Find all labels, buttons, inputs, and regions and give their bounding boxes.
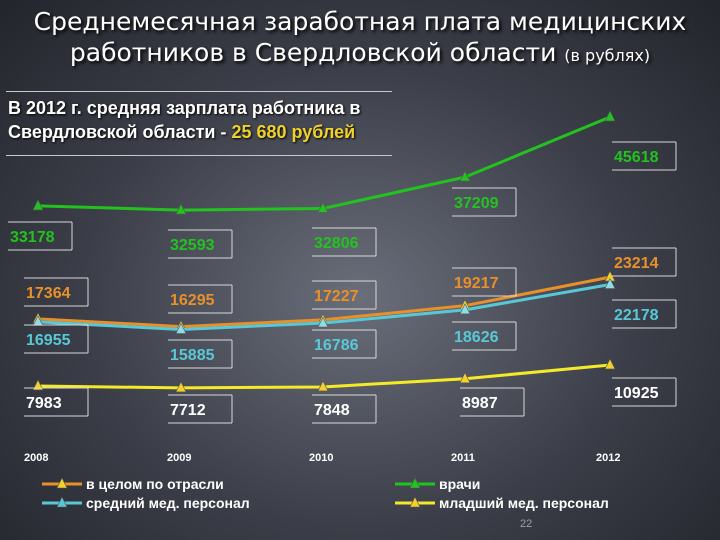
legend-marker [409,496,421,508]
data-label-frame [612,377,677,407]
data-point-marker [604,277,616,289]
data-label-frame [460,387,525,417]
data-label-frame [612,299,677,329]
data-point-marker [175,322,187,334]
title-line-2: работников в Свердловской области (в руб… [0,37,720,71]
note-top-rule [6,91,392,92]
series-4: 7983 7712 7848 8987 10925 [24,358,677,424]
data-label: 32593 [170,237,215,254]
x-tick-label: 2009 [167,452,191,464]
legend-label: в целом по отрасли [86,476,224,492]
data-label: 15885 [170,347,215,364]
data-label-frame [168,284,233,314]
legend-marker [56,477,68,489]
legend-label: врачи [439,476,480,492]
data-point-marker [317,316,329,328]
data-point-marker [32,379,44,391]
data-label: 22178 [614,307,659,324]
title-line-1: Среднемесячная заработная плата медицинс… [33,7,687,36]
data-label-frame [24,387,89,417]
data-label: 37209 [454,195,499,212]
data-label: 17364 [26,285,71,302]
data-label: 32806 [314,235,359,252]
data-label-frame [312,329,377,359]
data-label-frame [612,141,677,171]
data-label-frame [312,280,377,310]
legend-marker [409,477,421,489]
data-label: 10925 [614,385,659,402]
data-point-marker [175,381,187,393]
data-label-frame [452,187,517,217]
data-point-marker [317,380,329,392]
legend-label: средний мед. персонал [86,495,250,511]
data-label-frame [612,247,677,277]
data-label-frame [312,227,377,257]
data-label: 16955 [26,332,71,349]
data-label-frame [168,229,233,259]
data-point-marker [604,358,616,370]
note-value: 25 680 рублей [231,122,356,142]
title-unit: (в рублях) [564,46,651,65]
data-label: 7848 [314,402,350,419]
page-number: 22 [520,518,533,530]
data-label-frame [8,221,73,251]
data-point-marker [32,199,44,211]
data-label: 8987 [462,395,498,412]
note-text: В 2012 г. средняя зарплата работника в С… [8,98,361,142]
data-label: 17227 [314,288,359,305]
data-label-frame [168,394,233,424]
chart-title: Среднемесячная заработная плата медицинс… [0,6,720,71]
legend-item: врачи [395,476,480,492]
x-tick-label: 2010 [309,452,333,464]
data-label-frame [24,277,89,307]
data-point-marker [459,170,471,182]
legend-label: младший мед. персонал [439,495,609,511]
title-line-2-main: работников в Свердловской области [69,38,557,67]
data-point-marker [32,315,44,327]
data-label: 16786 [314,337,359,354]
legend-item: средний мед. персонал [42,495,250,511]
data-label: 18626 [454,329,499,346]
series-1: 33178 32593 32806 37209 45618 [8,110,677,259]
x-tick-label: 2011 [451,452,475,464]
series-line [37,115,611,212]
data-point-marker [604,110,616,122]
series-3: 16955 15885 16786 18626 22178 [24,277,677,369]
data-label: 7983 [26,395,62,412]
data-label-frame [24,324,89,354]
data-label-frame [168,339,233,369]
legend-item: в целом по отрасли [42,476,224,492]
data-point-marker [459,372,471,384]
data-label: 16295 [170,292,215,309]
x-tick-label: 2012 [596,452,620,464]
data-label: 19217 [454,275,499,292]
data-label: 45618 [614,149,659,166]
data-label-frame [312,394,377,424]
data-label: 23214 [614,255,659,272]
x-tick-label: 2008 [24,452,48,464]
legend-marker [56,496,68,508]
data-point-marker [317,201,329,213]
data-label: 7712 [170,402,206,419]
data-label-frame [452,267,517,297]
data-label: 33178 [10,229,55,246]
legend-item: младший мед. персонал [395,495,609,511]
note-box: В 2012 г. средняя зарплата работника в С… [8,96,388,144]
data-point-marker [175,203,187,215]
note-bottom-rule [6,155,392,156]
data-label-frame [452,321,517,351]
data-point-marker [459,303,471,315]
